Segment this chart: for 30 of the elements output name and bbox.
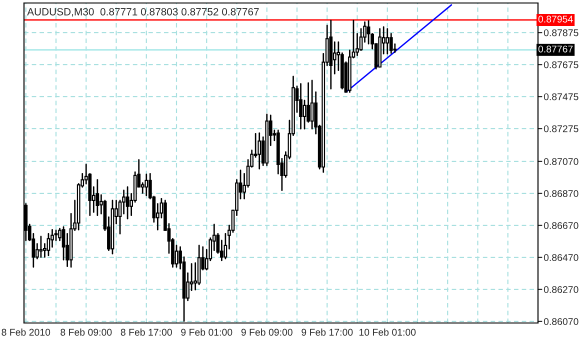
candlestick xyxy=(126,186,130,220)
x-tick-label: 8 Feb 2010 xyxy=(2,328,50,336)
y-tick-label: 0.87675 xyxy=(544,61,578,68)
y-tick-label: 0.87275 xyxy=(544,125,578,132)
x-tick-label: 9 Feb 01:00 xyxy=(181,328,232,336)
y-tick-label: 0.86670 xyxy=(544,222,578,230)
candlestick xyxy=(299,83,302,130)
candlestick xyxy=(144,174,148,196)
candlestick xyxy=(302,100,306,130)
y-tick-label: 0.86870 xyxy=(544,190,578,198)
candlestick xyxy=(96,179,100,216)
y-tick-label: 0.87070 xyxy=(544,158,578,166)
candlestick xyxy=(46,233,50,256)
x-tick-label: 8 Feb 17:00 xyxy=(120,328,172,336)
candlestick xyxy=(386,28,390,54)
x-tick-label: 9 Feb 17:00 xyxy=(302,328,353,336)
ref-line-label: 0.87954 xyxy=(538,16,573,23)
y-tick-label: 0.86470 xyxy=(544,254,578,262)
x-tick-label: 9 Feb 09:00 xyxy=(241,328,292,336)
x-tick-label: 10 Feb 01:00 xyxy=(359,328,416,336)
candlestick xyxy=(39,236,43,258)
candlestick xyxy=(310,80,314,130)
x-tick-label: 8 Feb 09:00 xyxy=(60,328,112,336)
candlestick xyxy=(258,132,262,170)
chart-title: AUDUSD,M30 0.87771 0.87803 0.87752 0.87767 xyxy=(27,8,259,17)
y-tick-label: 0.86070 xyxy=(544,318,578,326)
y-tick-label: 0.86270 xyxy=(544,286,578,294)
y-tick-label: 0.87875 xyxy=(544,29,578,36)
y-tick-label: 0.87475 xyxy=(544,93,578,100)
ref-line-label: 0.87767 xyxy=(538,46,573,52)
